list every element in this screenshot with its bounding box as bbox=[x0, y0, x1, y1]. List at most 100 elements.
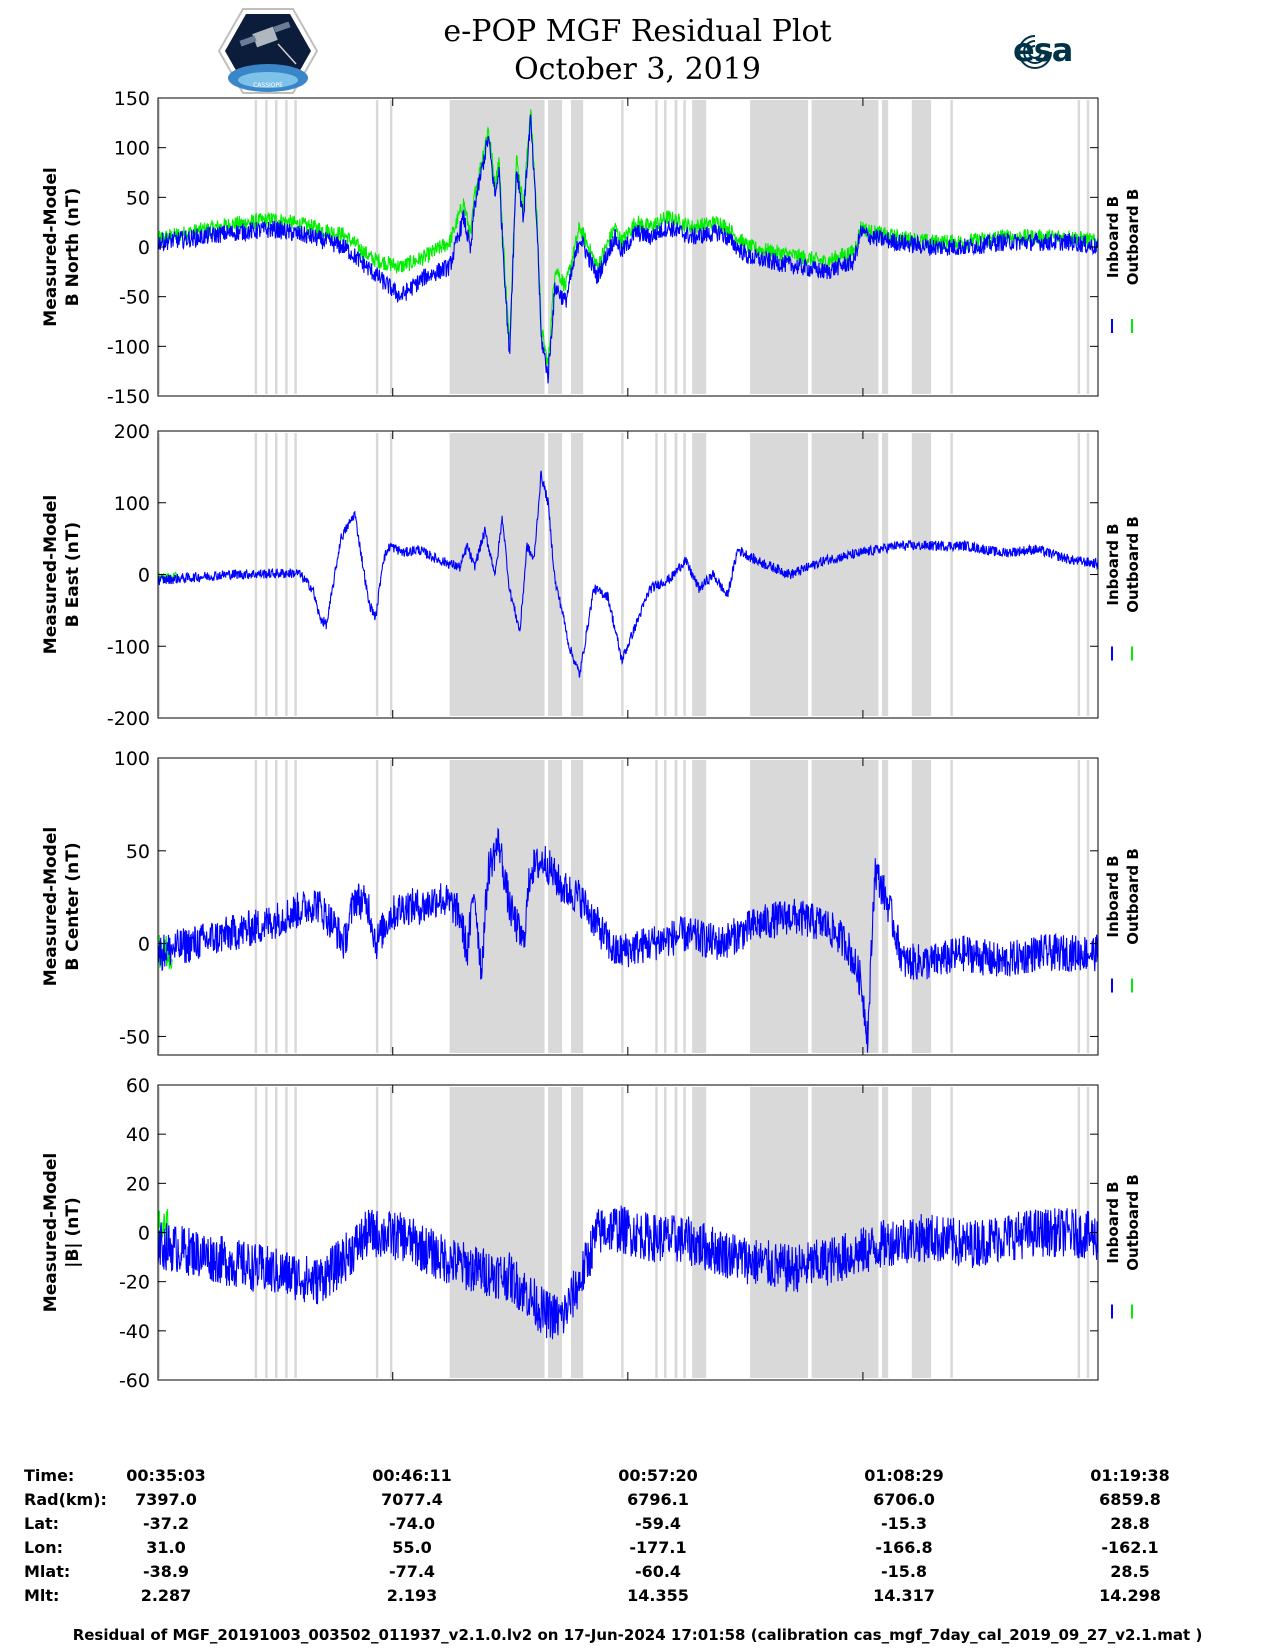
row-label-lat: Lat: bbox=[24, 1514, 60, 1533]
legend: Inboard B Outboard B bbox=[1104, 189, 1142, 333]
time-value: 01:19:38 bbox=[1090, 1466, 1170, 1485]
legend: Inboard B Outboard B bbox=[1104, 1174, 1142, 1319]
mlat-value: -38.9 bbox=[142, 1562, 190, 1581]
ephemeris-table: Time: Rad(km): Lat: Lon: Mlat: Mlt: 00:3… bbox=[0, 1466, 1275, 1616]
lon-value: -166.8 bbox=[875, 1538, 933, 1557]
shaded-interval bbox=[449, 760, 545, 1053]
shaded-interval bbox=[375, 433, 379, 716]
shaded-interval bbox=[621, 433, 624, 716]
shaded-interval bbox=[254, 760, 258, 1053]
shaded-interval bbox=[683, 433, 686, 716]
time-value: 00:57:20 bbox=[618, 1466, 698, 1485]
shaded-interval bbox=[449, 100, 545, 394]
cassiope-logo-text: CASSIOPE bbox=[253, 82, 283, 89]
shaded-interval bbox=[265, 1087, 268, 1378]
chart-title: e-POP MGF Residual Plot bbox=[443, 14, 832, 49]
lat-value: -15.3 bbox=[880, 1514, 928, 1533]
shaded-interval bbox=[1086, 760, 1090, 1053]
panel-3: -50 0 50 100 Measured-Model B Center (nT) Inbo… bbox=[41, 748, 1142, 1056]
y-tick-label: 100 bbox=[114, 493, 150, 515]
shaded-interval bbox=[570, 760, 584, 1053]
shaded-interval bbox=[621, 760, 624, 1053]
shaded-interval bbox=[254, 100, 258, 394]
time-value: 00:46:11 bbox=[372, 1466, 452, 1485]
shaded-interval bbox=[275, 760, 278, 1053]
row-label-rad: Rad(km): bbox=[24, 1490, 107, 1509]
row-label-time: Time: bbox=[24, 1466, 75, 1485]
shaded-interval bbox=[1077, 760, 1081, 1053]
legend-label-inboard: Inboard B bbox=[1104, 523, 1122, 605]
y-tick-label: 150 bbox=[114, 88, 150, 110]
lon-value: -177.1 bbox=[629, 1538, 687, 1557]
shaded-interval bbox=[692, 1087, 707, 1378]
y-tick-label: 100 bbox=[114, 138, 150, 160]
y-tick-label: 0 bbox=[138, 237, 150, 259]
shaded-interval bbox=[674, 433, 678, 716]
legend: Inboard B Outboard B bbox=[1104, 848, 1142, 993]
shaded-interval bbox=[655, 433, 658, 716]
y-tick-label: 0 bbox=[138, 565, 150, 587]
panel-4: -60 -40 -20 0 20 40 60 Measured-Model |B| (nT) In… bbox=[41, 1075, 1142, 1392]
series-line bbox=[157, 470, 1099, 678]
series-line bbox=[157, 114, 1099, 384]
shaded-interval bbox=[664, 433, 667, 716]
row-label-mlat: Mlat: bbox=[24, 1562, 71, 1581]
y-tick-label: -40 bbox=[119, 1321, 150, 1343]
y-axis-label: B East (nT) bbox=[63, 522, 83, 627]
esa-logo-mark bbox=[1018, 35, 1052, 69]
y-tick-label: 200 bbox=[114, 421, 150, 443]
legend-label-outboard: Outboard B bbox=[1124, 1174, 1142, 1271]
y-tick-label: -60 bbox=[119, 1370, 150, 1392]
y-tick-label: 100 bbox=[114, 748, 150, 770]
shaded-interval bbox=[158, 760, 161, 1053]
cassiope-mission-logo: CASSIOPE bbox=[218, 8, 318, 94]
shaded-interval bbox=[285, 760, 288, 1053]
mlat-value: -15.8 bbox=[880, 1562, 928, 1581]
y-tick-label: 0 bbox=[138, 934, 150, 956]
time-value: 00:35:03 bbox=[126, 1466, 206, 1485]
shaded-interval bbox=[375, 760, 379, 1053]
mlt-value: 14.298 bbox=[1099, 1586, 1161, 1605]
shaded-interval bbox=[664, 100, 667, 394]
rad-value: 6706.0 bbox=[873, 1490, 935, 1509]
y-tick-label: 50 bbox=[126, 841, 150, 863]
shaded-interval bbox=[449, 433, 545, 716]
shaded-interval bbox=[881, 100, 889, 394]
shaded-interval bbox=[911, 100, 932, 394]
shaded-interval bbox=[570, 433, 584, 716]
shaded-interval bbox=[285, 100, 288, 394]
shaded-interval bbox=[683, 760, 686, 1053]
shaded-interval bbox=[285, 1087, 288, 1378]
series-line bbox=[157, 1205, 1099, 1340]
shaded-interval bbox=[811, 760, 879, 1053]
legend-label-outboard: Outboard B bbox=[1124, 516, 1142, 613]
legend-label-inboard: Inboard B bbox=[1104, 855, 1122, 937]
y-axis-label: Measured-Model bbox=[41, 167, 61, 326]
lat-value: 28.8 bbox=[1110, 1514, 1150, 1533]
plot-frame bbox=[157, 1084, 1099, 1381]
shaded-interval bbox=[950, 433, 953, 716]
shaded-interval bbox=[294, 1087, 297, 1378]
shaded-interval bbox=[655, 100, 658, 394]
y-axis-label: Measured-Model bbox=[41, 495, 61, 654]
shaded-interval bbox=[692, 433, 707, 716]
y-tick-label: 0 bbox=[138, 1223, 150, 1245]
shaded-interval bbox=[570, 1087, 584, 1378]
shaded-interval bbox=[275, 100, 278, 394]
plot-frame bbox=[157, 430, 1099, 719]
shaded-interval bbox=[674, 760, 678, 1053]
lat-value: -59.4 bbox=[634, 1514, 682, 1533]
shaded-interval bbox=[750, 1087, 809, 1378]
series-line bbox=[157, 827, 1099, 1053]
y-tick-label: -100 bbox=[107, 636, 150, 658]
shaded-interval bbox=[294, 100, 297, 394]
shaded-interval bbox=[674, 1087, 678, 1378]
esa-logo-text: esa bbox=[1013, 31, 1073, 69]
shaded-interval bbox=[950, 760, 953, 1053]
shaded-interval bbox=[265, 760, 268, 1053]
mlt-value: 2.193 bbox=[386, 1586, 438, 1605]
y-tick-label: -20 bbox=[119, 1272, 150, 1294]
y-tick-label: 50 bbox=[126, 187, 150, 209]
y-axis-label: Measured-Model bbox=[41, 827, 61, 986]
